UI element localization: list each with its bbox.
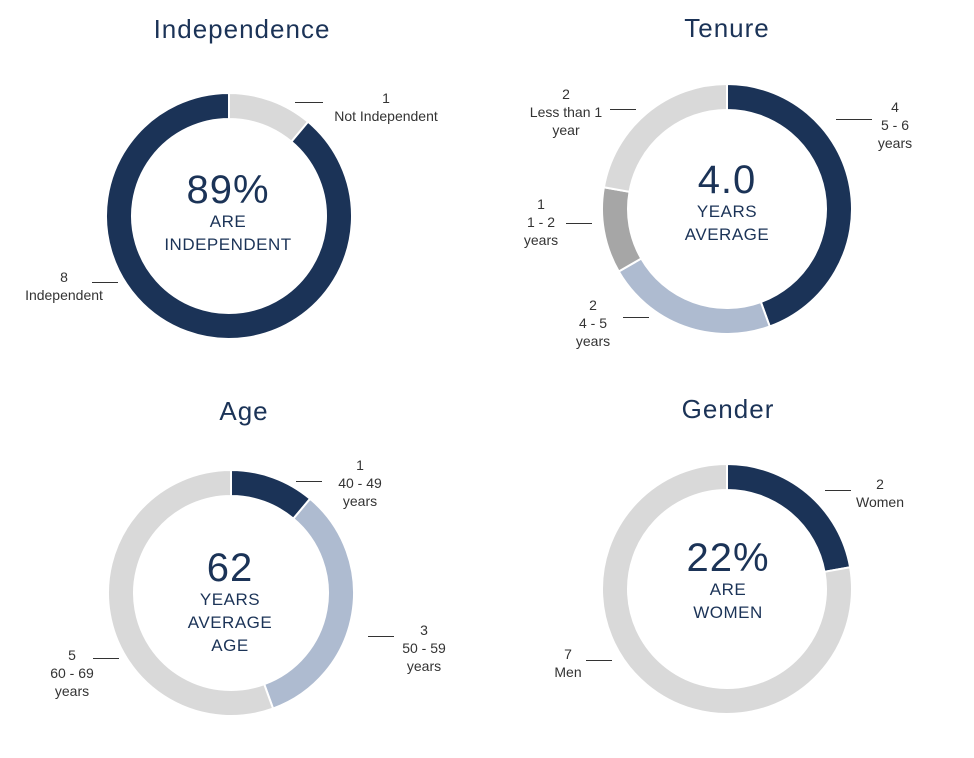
slice-count: 8 — [60, 269, 68, 285]
slice-name: 4 - 5 years — [575, 315, 611, 349]
leader-line — [825, 490, 851, 491]
slice-name: 1 - 2 years — [523, 214, 559, 248]
slice-name: 50 - 59 years — [402, 640, 446, 674]
center-text-independence: 89% ARE INDEPENDENT — [128, 170, 328, 256]
leader-line — [295, 102, 323, 103]
slice-label-women: 2 Women — [830, 475, 930, 511]
leader-line — [368, 636, 394, 637]
slice-count: 2 — [562, 86, 570, 102]
center-line: WOMEN — [693, 603, 763, 622]
center-line: INDEPENDENT — [164, 235, 292, 254]
slice-name: 5 - 6 years — [877, 117, 913, 151]
center-line: ARE — [209, 212, 247, 231]
slice-name: Not Independent — [334, 108, 438, 124]
slice-count: 4 — [891, 99, 899, 115]
slice-label-men: 7 Men — [518, 645, 618, 681]
slice-count: 5 — [68, 647, 76, 663]
center-line: ARE — [709, 580, 747, 599]
slice-name: Women — [856, 494, 904, 510]
chart-title-independence: Independence — [153, 14, 331, 44]
slice-label-less-than-1-year: 2 Less than 1 year — [496, 85, 636, 139]
slice-label-1-2-years: 1 1 - 2 years — [471, 195, 611, 249]
center-value: 89% — [186, 168, 270, 212]
slice-name: 40 - 49 years — [338, 475, 382, 509]
center-value: 22% — [686, 536, 770, 580]
center-line: AVERAGE — [187, 613, 273, 632]
center-value: 62 — [206, 546, 254, 590]
donut-slice-age-2 — [107, 468, 275, 717]
center-line: YEARS — [199, 590, 261, 609]
leader-line — [610, 109, 636, 110]
slice-name: Independent — [25, 287, 103, 303]
chart-title-age: Age — [219, 396, 269, 426]
donut-slice-tenure-3 — [602, 82, 728, 193]
slice-label-50-59-years: 3 50 - 59 years — [354, 621, 494, 675]
center-text-age: 62 YEARS AVERAGE AGE — [130, 548, 330, 657]
slice-count: 2 — [876, 476, 884, 492]
donut-slice-independence-1 — [105, 91, 353, 340]
slice-count: 1 — [382, 90, 390, 106]
slice-count: 1 — [537, 196, 545, 212]
center-line: AVERAGE — [684, 225, 770, 244]
center-text-gender: 22% ARE WOMEN — [628, 538, 828, 624]
center-value: 4.0 — [697, 158, 757, 202]
center-line: YEARS — [696, 202, 758, 221]
slice-label-60-69-years: 5 60 - 69 years — [2, 646, 142, 700]
leader-line — [836, 119, 872, 120]
slice-count: 7 — [564, 646, 572, 662]
leader-line — [92, 282, 118, 283]
leader-line — [93, 658, 119, 659]
slice-name: 60 - 69 years — [50, 665, 94, 699]
chart-title-tenure: Tenure — [684, 13, 770, 43]
slice-count: 1 — [356, 457, 364, 473]
slice-label-independent: 8 Independent — [0, 268, 134, 304]
leader-line — [296, 481, 322, 482]
slice-label-40-49-years: 1 40 - 49 years — [290, 456, 430, 510]
slice-count: 3 — [420, 622, 428, 638]
slice-count: 2 — [589, 297, 597, 313]
leader-line — [623, 317, 649, 318]
slice-label-4-5-years: 2 4 - 5 years — [523, 296, 663, 350]
slice-name: Less than 1 year — [529, 104, 603, 138]
slice-name: Men — [554, 664, 582, 680]
slice-label-5-6-years: 4 5 - 6 years — [825, 98, 965, 152]
leader-line — [566, 223, 592, 224]
donut-slice-gender-1 — [601, 462, 853, 715]
chart-title-gender: Gender — [681, 394, 775, 424]
leader-line — [586, 660, 612, 661]
center-line: AGE — [211, 636, 249, 655]
slice-label-not-independent: 1 Not Independent — [316, 89, 456, 125]
center-text-tenure: 4.0 YEARS AVERAGE — [627, 160, 827, 246]
